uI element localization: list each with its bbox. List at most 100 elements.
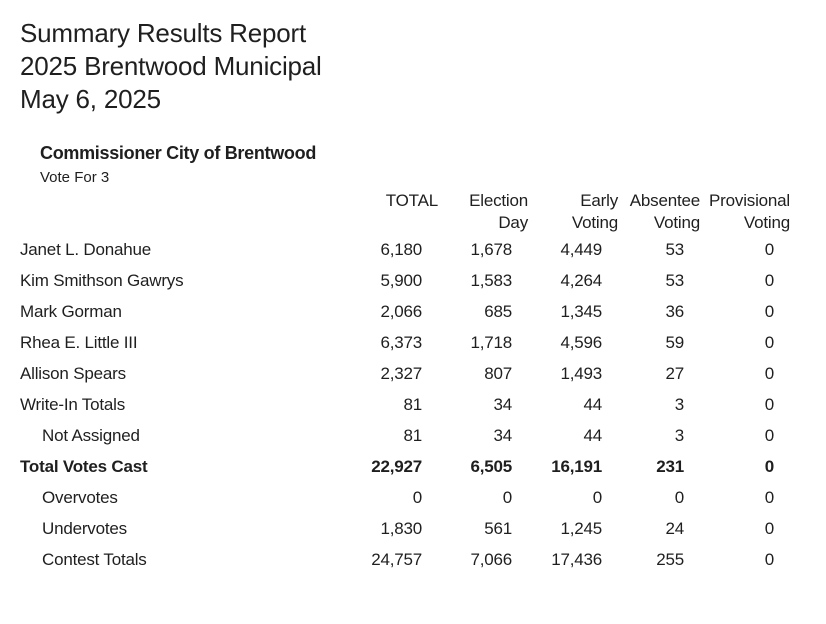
cell-value: 1,493	[560, 363, 602, 383]
cell-value: 561	[484, 518, 512, 538]
row-label: Not Assigned	[42, 425, 140, 445]
report-title-line-3: May 6, 2025	[20, 84, 161, 114]
cell-value: 36	[665, 301, 684, 321]
row-label: Allison Spears	[20, 363, 126, 383]
contest-header: Commissioner City of Brentwood Vote For …	[40, 143, 316, 187]
column-header-total: TOTAL	[352, 190, 438, 234]
cell-value: 0	[764, 332, 774, 352]
table-row: Mark Gorman 2,066 685 1,345 36 0	[20, 296, 790, 327]
header-label-spacer	[20, 190, 352, 234]
cell-value: 4,596	[560, 332, 602, 352]
cell-value: 6,180	[380, 239, 422, 259]
row-label: Undervotes	[42, 518, 127, 538]
cell-value: 1,718	[470, 332, 512, 352]
row-label: Janet L. Donahue	[20, 239, 152, 259]
row-label: Mark Gorman	[20, 301, 122, 321]
table-row: Janet L. Donahue 6,180 1,678 4,449 53 0	[20, 234, 790, 265]
cell-value: 0	[764, 425, 774, 445]
report-title-line-1: Summary Results Report	[20, 18, 307, 48]
cell-value: 34	[493, 394, 512, 414]
results-table: TOTAL Election Day Early Voting Absentee…	[20, 190, 790, 575]
table-row: Contest Totals 24,757 7,066 17,436 255 0	[20, 544, 790, 575]
cell-value: 44	[583, 425, 602, 445]
column-header-line: Early	[580, 191, 618, 210]
table-row: Overvotes 0 0 0 0 0	[20, 482, 790, 513]
cell-value: 24,757	[371, 549, 422, 569]
cell-value: 3	[674, 425, 684, 445]
column-header-line: Day	[498, 213, 528, 232]
cell-value: 59	[665, 332, 684, 352]
cell-value: 231	[656, 456, 684, 476]
column-header-line: Absentee	[629, 191, 700, 210]
cell-value: 1,345	[560, 301, 602, 321]
table-row: Kim Smithson Gawrys 5,900 1,583 4,264 53 0	[20, 265, 790, 296]
cell-value: 1,583	[470, 270, 512, 290]
cell-value: 807	[484, 363, 512, 383]
cell-value: 53	[665, 270, 684, 290]
cell-value: 24	[665, 518, 684, 538]
table-row: Not Assigned 81 34 44 3 0	[20, 420, 790, 451]
row-label: Write-In Totals	[20, 394, 126, 414]
column-header-line: Voting	[743, 213, 790, 232]
cell-value: 0	[764, 487, 774, 507]
column-header-provisional-voting: Provisional Voting	[700, 190, 790, 234]
cell-value: 255	[656, 549, 684, 569]
row-label: Overvotes	[42, 487, 118, 507]
cell-value: 0	[764, 518, 774, 538]
contest-name: Commissioner City of Brentwood	[40, 143, 317, 163]
column-header-line: Voting	[653, 213, 700, 232]
results-table-body: Janet L. Donahue 6,180 1,678 4,449 53 0 Kim Sm…	[20, 234, 790, 575]
column-header-election-day: Election Day	[438, 190, 528, 234]
cell-value: 6,505	[470, 456, 512, 476]
cell-value: 81	[403, 394, 422, 414]
column-header-line: TOTAL	[385, 191, 438, 210]
cell-value: 81	[403, 425, 422, 445]
table-row: Undervotes 1,830 561 1,245 24 0	[20, 513, 790, 544]
cell-value: 1,678	[470, 239, 512, 259]
row-label: Total Votes Cast	[20, 456, 148, 476]
row-label: Rhea E. Little III	[20, 332, 138, 352]
cell-value: 0	[502, 487, 512, 507]
cell-value: 5,900	[380, 270, 422, 290]
column-header-line: Provisional	[709, 191, 790, 210]
column-header-absentee-voting: Absentee Voting	[618, 190, 700, 234]
cell-value: 0	[764, 394, 774, 414]
cell-value: 7,066	[470, 549, 512, 569]
cell-value: 0	[764, 270, 774, 290]
column-header-early-voting: Early Voting	[528, 190, 618, 234]
cell-value: 0	[592, 487, 602, 507]
report-title-line-2: 2025 Brentwood Municipal	[20, 51, 322, 81]
cell-value: 4,264	[560, 270, 602, 290]
cell-value: 22,927	[371, 456, 422, 476]
cell-value: 4,449	[560, 239, 602, 259]
table-row: Allison Spears 2,327 807 1,493 27 0	[20, 358, 790, 389]
row-label: Contest Totals	[42, 549, 147, 569]
cell-value: 685	[484, 301, 512, 321]
cell-value: 1,245	[560, 518, 602, 538]
cell-value: 2,066	[380, 301, 422, 321]
column-header-line: Election	[469, 191, 528, 210]
cell-value: 6,373	[380, 332, 422, 352]
table-row: Rhea E. Little III 6,373 1,718 4,596 59 0	[20, 327, 790, 358]
results-table-header: TOTAL Election Day Early Voting Absentee…	[20, 190, 790, 234]
cell-value: 34	[493, 425, 512, 445]
cell-value: 1,830	[380, 518, 422, 538]
header-row: TOTAL Election Day Early Voting Absentee…	[20, 190, 790, 234]
report-title: Summary Results Report 2025 Brentwood Mu…	[20, 17, 322, 116]
cell-value: 53	[665, 239, 684, 259]
table-row: Write-In Totals 81 34 44 3 0	[20, 389, 790, 420]
cell-value: 17,436	[551, 549, 602, 569]
cell-value: 16,191	[551, 456, 602, 476]
cell-value: 0	[764, 301, 774, 321]
cell-value: 27	[665, 363, 684, 383]
cell-value: 0	[764, 456, 774, 476]
cell-value: 0	[764, 239, 774, 259]
row-label: Kim Smithson Gawrys	[20, 270, 184, 290]
cell-value: 0	[764, 363, 774, 383]
cell-value: 0	[412, 487, 422, 507]
contest-vote-for: Vote For 3	[40, 169, 110, 186]
cell-value: 44	[583, 394, 602, 414]
cell-value: 0	[674, 487, 684, 507]
cell-value: 2,327	[380, 363, 422, 383]
